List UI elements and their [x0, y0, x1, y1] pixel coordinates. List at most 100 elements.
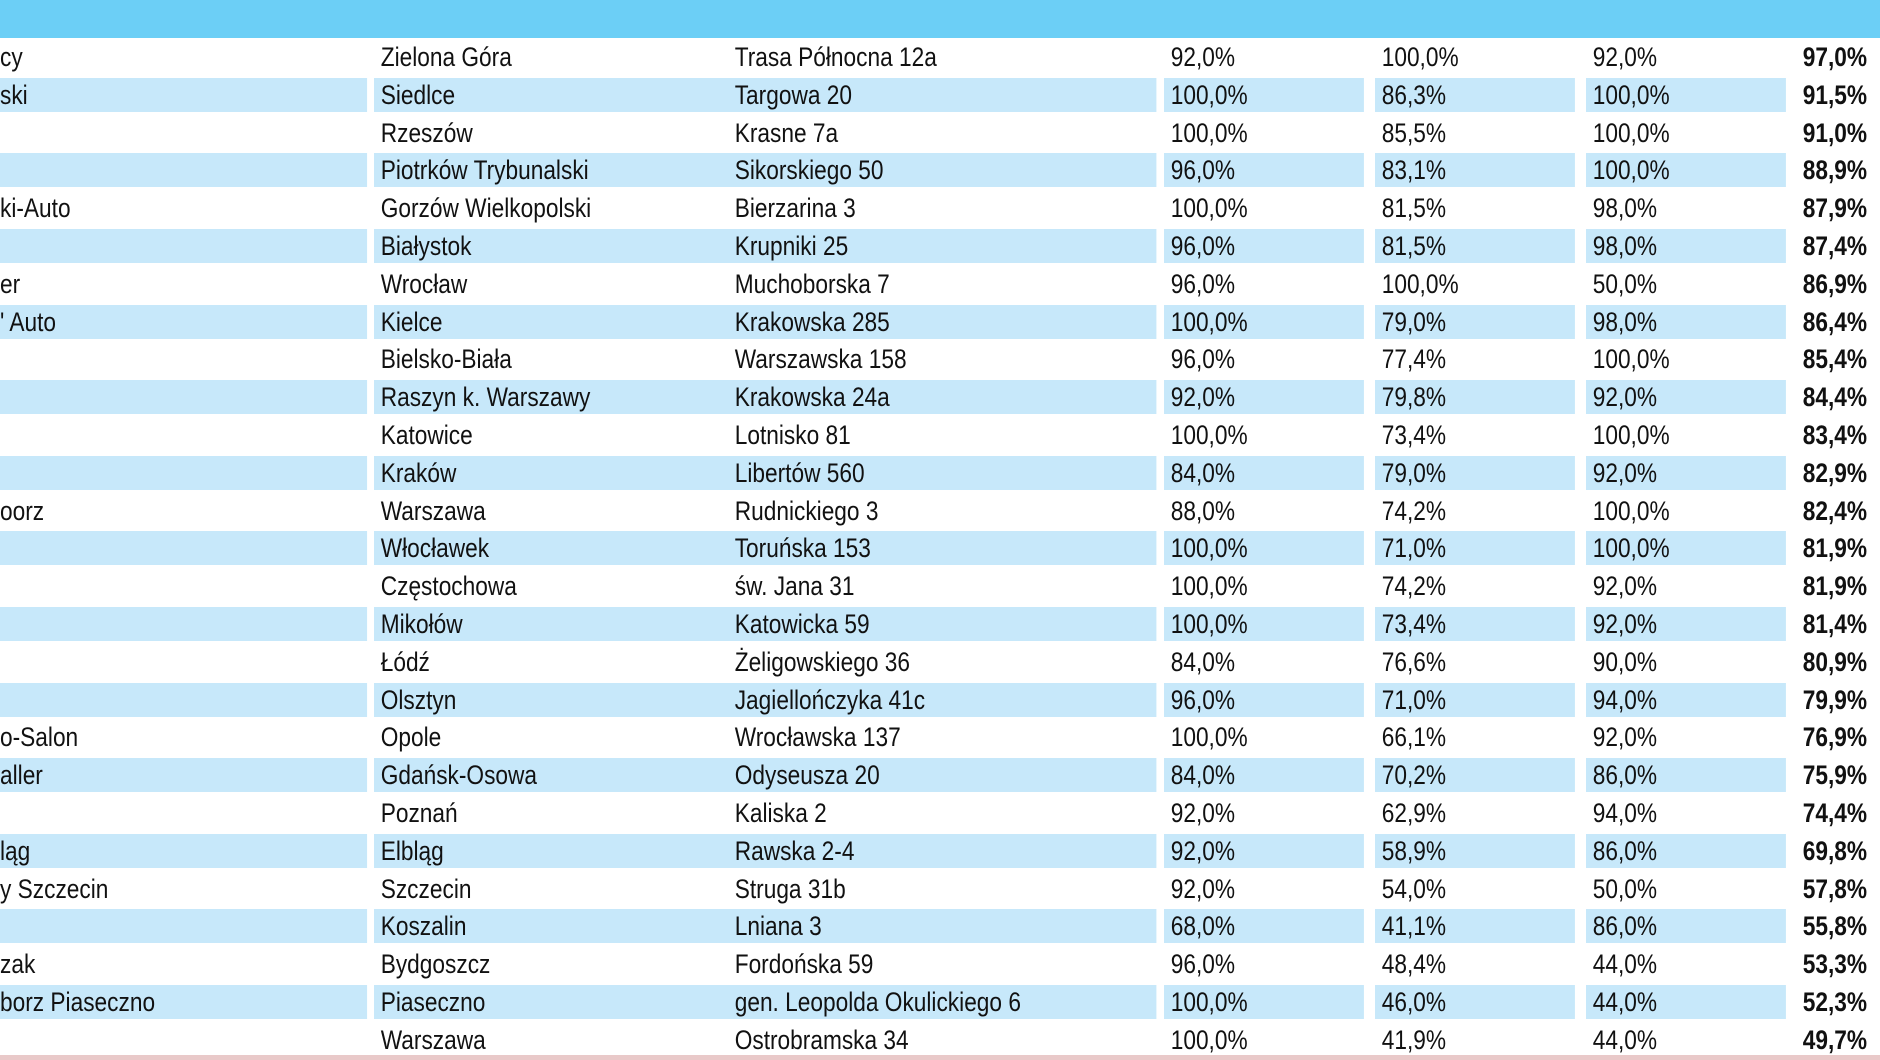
score-1-cell: 92,0%: [1170, 873, 1236, 904]
score-3-cell: 86,0%: [1586, 833, 1786, 868]
score-3-cell: 100,0%: [1592, 495, 1670, 526]
total-score-cell: 87,4%: [1802, 230, 1868, 261]
score-1-cell: 84,0%: [1164, 455, 1364, 490]
table-row: cy Zielona Góra Trasa Północna 12a 92,0% 100…: [0, 38, 1880, 76]
total-score-cell: 57,8%: [1802, 873, 1868, 904]
table-header-band: [0, 0, 1880, 38]
city-cell: Łódź: [380, 646, 430, 677]
score-1-cell: 100,0%: [1170, 1024, 1248, 1055]
score-3-cell: 100,0%: [1586, 77, 1786, 112]
address-cell: Muchoborska 7: [734, 268, 890, 299]
total-score-cell: 53,3%: [1802, 949, 1868, 980]
score-2-cell: 74,2%: [1381, 571, 1447, 602]
dealer-name-cell: [0, 153, 368, 188]
dealer-name-cell: [0, 418, 367, 452]
score-3-cell: 100,0%: [1592, 344, 1670, 375]
score-3-cell: 50,0%: [1592, 873, 1658, 904]
score-3-cell: 98,0%: [1586, 304, 1786, 339]
address-cell: Trasa Północna 12a: [734, 42, 937, 72]
score-1-cell: 100,0%: [1170, 419, 1248, 450]
ranking-table: cy Zielona Góra Trasa Północna 12a 92,0% 100…: [0, 38, 1880, 1059]
score-1-cell: 84,0%: [1164, 758, 1364, 793]
table-row: oorz Warszawa Rudnickiego 3 88,0% 74,2% 100,0…: [0, 492, 1880, 530]
city-cell: Elbląg: [374, 833, 737, 868]
dealer-name-cell: er: [0, 268, 21, 299]
dealer-name-cell: [0, 909, 368, 944]
city-cell: Warszawa: [380, 495, 486, 526]
address-cell: Lotnisko 81: [734, 419, 851, 450]
score-2-cell: 46,0%: [1375, 984, 1575, 1019]
score-2-cell: 66,1%: [1381, 722, 1447, 753]
dealer-name-cell: ląg: [0, 833, 368, 868]
score-2-cell: 76,6%: [1381, 646, 1447, 677]
table-row: Raszyn k. Warszawy Krakowska 24a 92,0% 79,8…: [0, 378, 1880, 416]
dealer-name-cell: [0, 380, 368, 415]
score-2-cell: 71,0%: [1375, 682, 1575, 717]
city-cell: Mikołów: [374, 606, 737, 641]
dealer-name-cell: [0, 116, 367, 150]
city-cell: Częstochowa: [380, 571, 517, 602]
address-cell: gen. Leopolda Okulickiego 6: [728, 984, 1157, 1019]
total-score-cell: 75,9%: [1802, 760, 1868, 791]
score-3-cell: 92,0%: [1586, 380, 1786, 415]
score-1-cell: 100,0%: [1164, 77, 1364, 112]
city-cell: Olsztyn: [374, 682, 737, 717]
score-2-cell: 81,5%: [1381, 193, 1447, 224]
score-3-cell: 50,0%: [1592, 268, 1658, 299]
city-cell: Opole: [380, 722, 442, 753]
city-cell: Raszyn k. Warszawy: [374, 380, 737, 415]
total-score-cell: 87,9%: [1802, 193, 1868, 224]
total-score-cell: 97,0%: [1802, 42, 1868, 72]
address-cell: Targowa 20: [728, 77, 1157, 112]
table-row: Mikołów Katowicka 59 100,0% 73,4% 92,0% 81,4%: [0, 605, 1880, 643]
city-cell: Piotrków Trybunalski: [374, 153, 737, 188]
score-2-cell: 48,4%: [1381, 949, 1447, 980]
table-row: ' Auto Kielce Krakowska 285 100,0% 79,0% 98,0…: [0, 303, 1880, 341]
dealer-name-cell: [0, 342, 367, 376]
table-row: aller Gdańsk-Osowa Odyseusza 20 84,0% 70,2% 8…: [0, 756, 1880, 794]
total-score-cell: 86,9%: [1802, 268, 1868, 299]
city-cell: Bydgoszcz: [380, 949, 491, 980]
score-3-cell: 100,0%: [1586, 153, 1786, 188]
total-score-cell: 82,9%: [1802, 457, 1868, 488]
address-cell: Ostrobramska 34: [734, 1024, 909, 1055]
score-1-cell: 96,0%: [1164, 153, 1364, 188]
score-2-cell: 74,2%: [1381, 495, 1447, 526]
address-cell: Odyseusza 20: [728, 758, 1157, 793]
total-score-cell: 84,4%: [1802, 382, 1868, 413]
dealer-name-cell: ki-Auto: [0, 193, 71, 224]
table-row: Łódź Żeligowskiego 36 84,0% 76,6% 90,0% 80,9%: [0, 643, 1880, 681]
address-cell: Katowicka 59: [728, 606, 1157, 641]
score-3-cell: 98,0%: [1586, 228, 1786, 263]
total-score-cell: 81,4%: [1802, 608, 1868, 639]
table-row: Piotrków Trybunalski Sikorskiego 50 96,0% 8…: [0, 151, 1880, 189]
dealer-name-cell: [0, 796, 367, 830]
score-2-cell: 79,0%: [1375, 304, 1575, 339]
dealer-name-cell: aller: [0, 758, 368, 793]
total-score-cell: 76,9%: [1802, 722, 1868, 753]
total-score-cell: 91,5%: [1802, 79, 1868, 110]
score-1-cell: 96,0%: [1164, 228, 1364, 263]
score-1-cell: 100,0%: [1170, 193, 1248, 224]
dealer-name-cell: borz Piaseczno: [0, 984, 368, 1019]
address-cell: Sikorskiego 50: [728, 153, 1157, 188]
bottom-rule: [0, 1055, 1880, 1060]
score-1-cell: 88,0%: [1170, 495, 1236, 526]
city-cell: Gorzów Wielkopolski: [380, 193, 592, 224]
total-score-cell: 81,9%: [1802, 571, 1868, 602]
dealer-name-cell: o-Salon: [0, 722, 79, 753]
city-cell: Siedlce: [374, 77, 737, 112]
city-cell: Zielona Góra: [380, 42, 512, 72]
address-cell: Libertów 560: [728, 455, 1157, 490]
score-2-cell: 70,2%: [1375, 758, 1575, 793]
table-row: Włocławek Toruńska 153 100,0% 71,0% 100,0% 81…: [0, 529, 1880, 567]
table-row: Warszawa Ostrobramska 34 100,0% 41,9% 44,0% 4…: [0, 1021, 1880, 1059]
score-1-cell: 96,0%: [1170, 268, 1236, 299]
city-cell: Białystok: [374, 228, 737, 263]
city-cell: Gdańsk-Osowa: [374, 758, 737, 793]
table-row: y Szczecin Szczecin Struga 31b 92,0% 54,0% 50…: [0, 870, 1880, 908]
table-row: Częstochowa św. Jana 31 100,0% 74,2% 92,0% 81…: [0, 567, 1880, 605]
table-row: o-Salon Opole Wrocławska 137 100,0% 66,1% 92,…: [0, 718, 1880, 756]
score-2-cell: 83,1%: [1375, 153, 1575, 188]
address-cell: Krakowska 285: [728, 304, 1157, 339]
